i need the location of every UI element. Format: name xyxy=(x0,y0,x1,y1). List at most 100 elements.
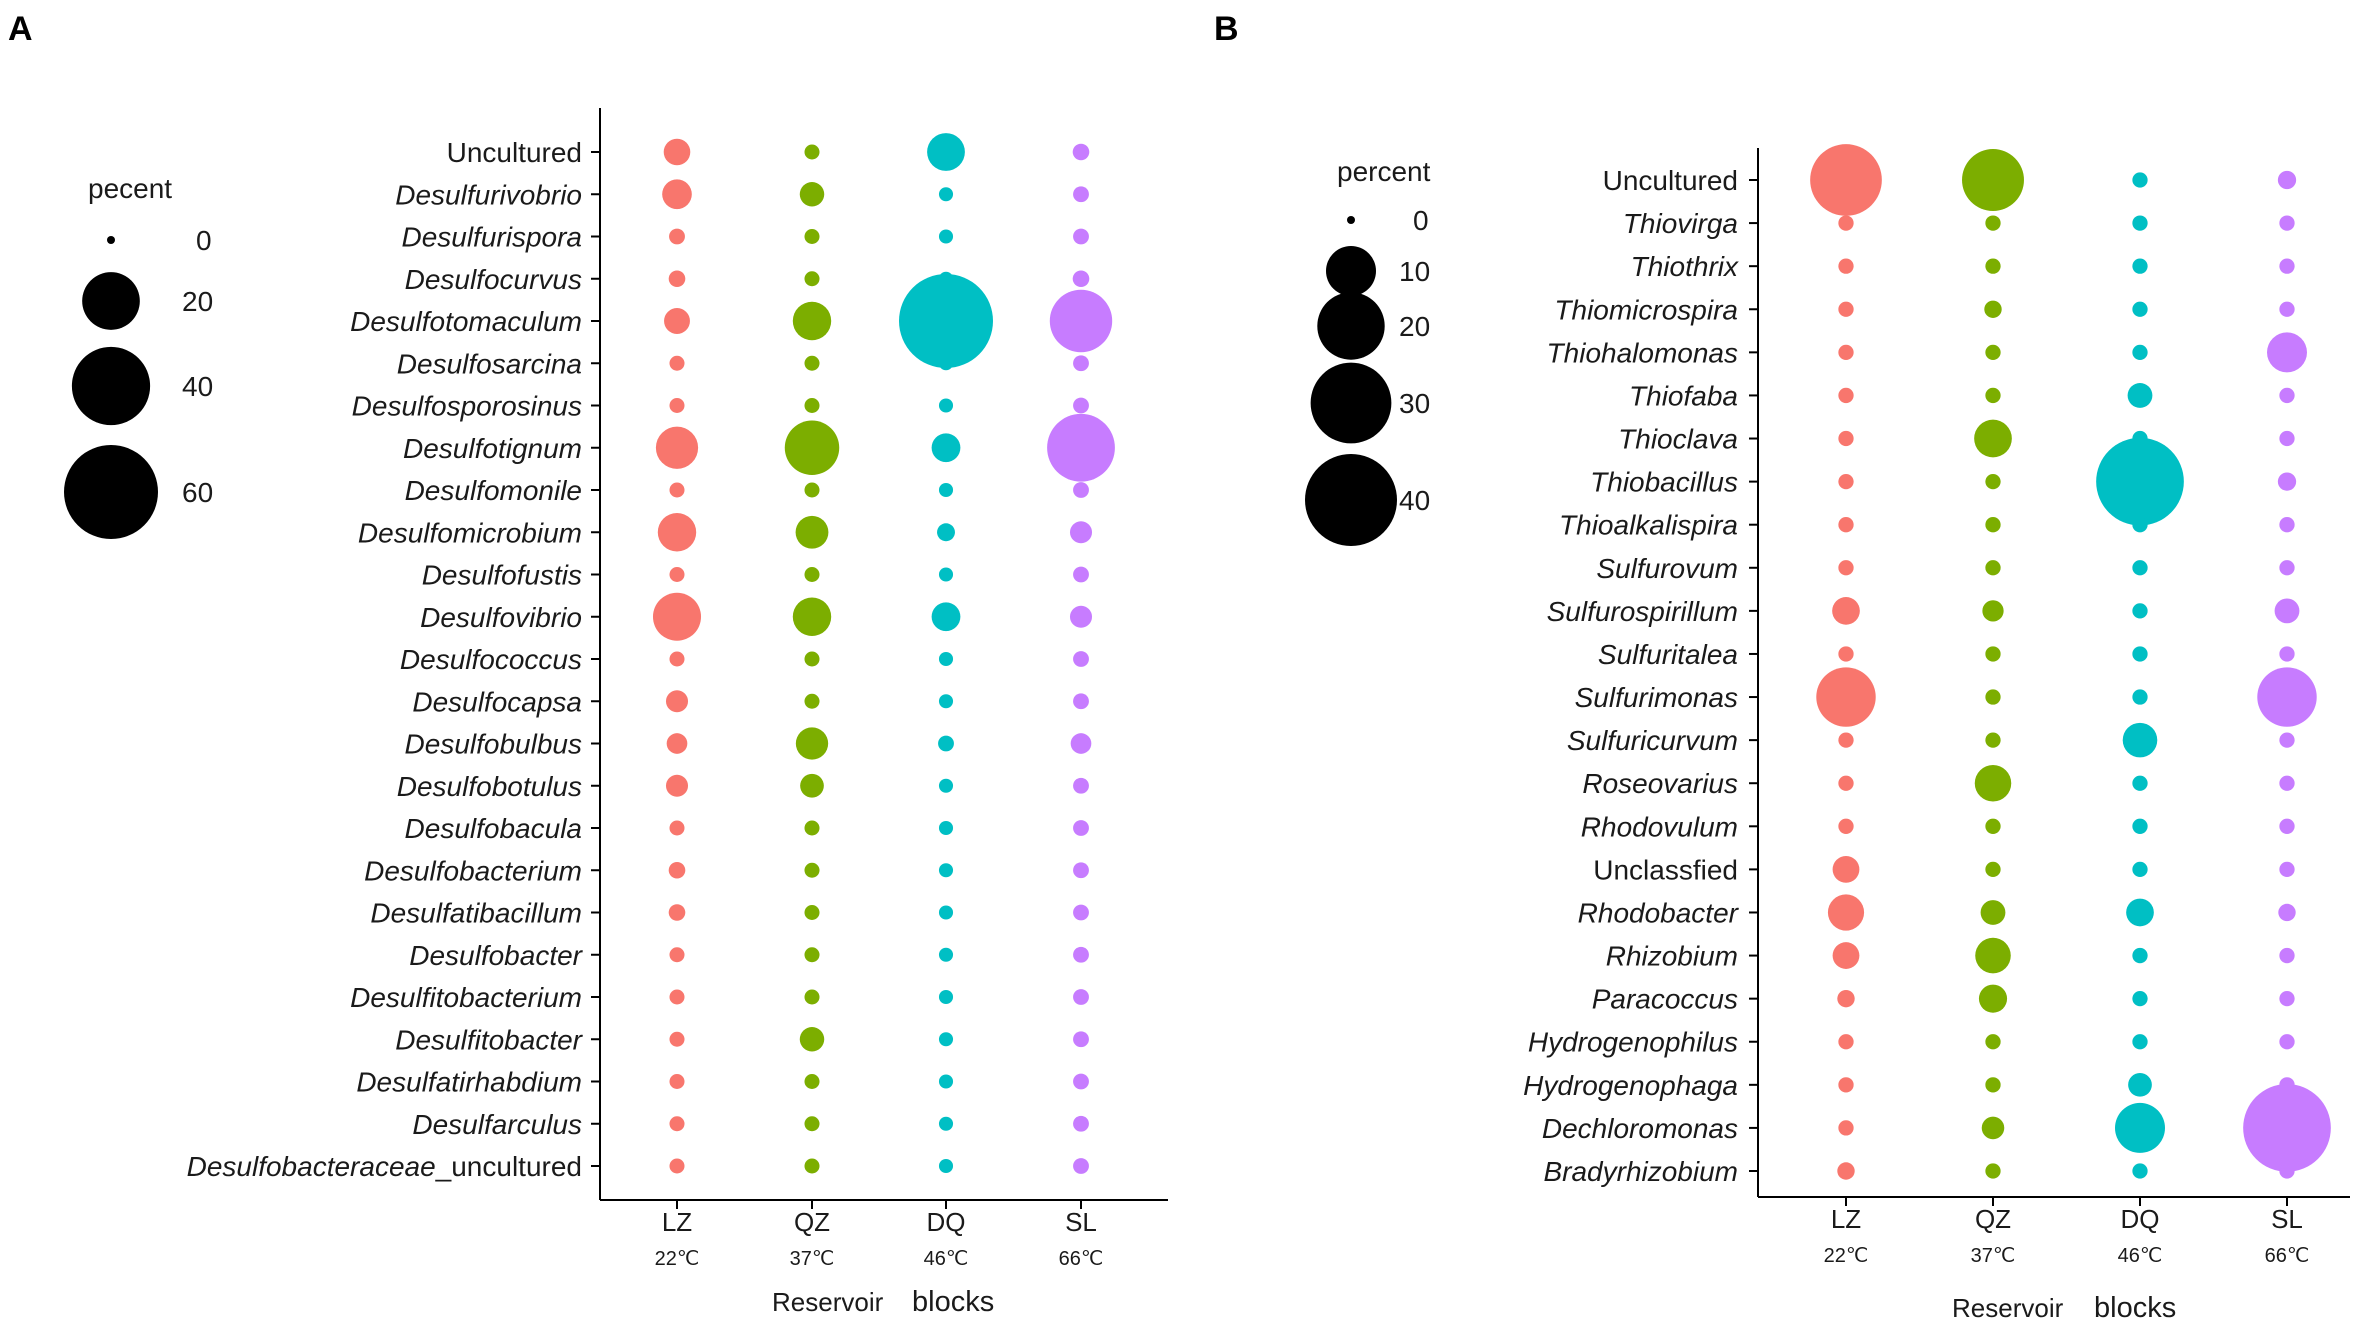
y-tick-label-main: Rhizobium xyxy=(1606,941,1738,972)
bubble-lz xyxy=(1838,1120,1854,1136)
bubble-qz xyxy=(804,904,820,921)
bubble-lz xyxy=(664,308,690,334)
y-tick-label: Desulfotignum xyxy=(403,433,582,464)
legend-circle-a-0 xyxy=(107,236,115,244)
y-tick-label: Sulfurimonas xyxy=(1575,682,1738,713)
bubble-qz xyxy=(1985,344,2001,360)
bubble-dq xyxy=(938,651,954,667)
bubble-lz xyxy=(1838,517,1854,533)
y-tick-label: Desulfofustis xyxy=(422,560,582,591)
bubble-lz xyxy=(669,1116,685,1132)
x-axis-label-a-part2: blocks xyxy=(912,1286,994,1318)
bubble-dq xyxy=(2115,1102,2165,1153)
bubble-dq xyxy=(938,694,954,709)
x-tick-label: QZ xyxy=(794,1207,830,1237)
y-tick-label: Rhodovulum xyxy=(1581,811,1738,842)
y-tick-label: Desulfocapsa xyxy=(412,686,582,717)
bubble-dq xyxy=(2132,689,2148,705)
bubble-sl xyxy=(1073,777,1089,794)
y-tick-label-main: Dechloromonas xyxy=(1542,1113,1738,1144)
bubble-qz xyxy=(1981,1116,2005,1140)
y-tick-label: Thiothrix xyxy=(1631,251,1739,282)
y-tick-label: Desulfurispora xyxy=(401,222,582,253)
y-axis-ticks-a: Uncultured Desulfurivobrio Desulfurispora D… xyxy=(187,137,600,1182)
bubble-qz xyxy=(804,144,820,160)
bubble-lz xyxy=(1838,387,1854,404)
bubble-qz xyxy=(1974,419,2012,458)
bubble-sl xyxy=(2279,387,2295,404)
bubble-dq xyxy=(2132,301,2148,317)
bubble-lz xyxy=(669,989,685,1005)
bubble-dq xyxy=(938,398,954,413)
bubble-lz xyxy=(669,397,685,414)
bubble-qz xyxy=(804,651,820,667)
bubble-sl xyxy=(2279,1034,2295,1050)
bubble-sl xyxy=(2279,775,2295,791)
bubble-lz xyxy=(1838,430,1854,447)
y-tick-label-main: Desulfovibrio xyxy=(420,602,582,633)
legend-label-b-2: 20 xyxy=(1399,311,1430,342)
bubble-sl xyxy=(2279,1163,2295,1179)
panel-letter-a: A xyxy=(8,10,33,48)
bubble-qz xyxy=(804,397,820,414)
bubble-qz xyxy=(1985,387,2001,404)
legend-circle-a-1 xyxy=(82,272,140,330)
y-tick-label: Thioclava xyxy=(1618,424,1738,455)
legend-circle-b-1 xyxy=(1326,246,1376,296)
bubble-sl xyxy=(1070,733,1092,754)
y-tick-label: Desulfosporosinus xyxy=(352,391,582,422)
y-tick-label-main: Hydrogenophaga xyxy=(1523,1070,1738,1101)
y-tick-label-main: Desulfocapsa xyxy=(412,686,582,717)
bubble-lz xyxy=(1838,732,1854,748)
bubble-lz xyxy=(669,1158,685,1174)
bubble-sl xyxy=(1073,228,1089,245)
y-tick-label-main: Desulfomonile xyxy=(405,475,582,506)
x-tick-label: LZ xyxy=(662,1207,692,1237)
x-axis-label-a-part1: Reservoir xyxy=(772,1287,884,1317)
y-tick-label: Desulfitobacterium xyxy=(350,982,582,1013)
legend-circle-a-2 xyxy=(71,346,151,426)
bubble-dq xyxy=(2132,947,2148,964)
bubble-lz xyxy=(1838,301,1854,317)
x-tick-label: SL xyxy=(1065,1207,1097,1237)
y-tick-label: Desulfobacterium xyxy=(364,855,582,886)
bubble-sl xyxy=(1049,289,1113,353)
y-tick-label-main: Desulfitobacterium xyxy=(350,982,582,1013)
bubble-qz xyxy=(1985,732,2001,748)
bubble-lz xyxy=(655,426,699,469)
bubble-dq xyxy=(2132,517,2148,533)
y-tick-label: Uncultured xyxy=(447,137,582,168)
y-tick-label-main: Desulfatirhabdium xyxy=(356,1067,582,1098)
y-tick-label-main: Thiofaba xyxy=(1629,380,1738,411)
legend-circle-b-2 xyxy=(1317,292,1385,360)
y-tick-label-main: Desulfurispora xyxy=(401,222,582,253)
bubble-lz xyxy=(1810,144,1882,216)
bubble-dq xyxy=(938,1074,954,1089)
bubble-sl xyxy=(2279,517,2295,533)
bubble-lz xyxy=(652,592,702,641)
bubble-sl xyxy=(2279,732,2295,748)
bubble-dq xyxy=(927,133,965,171)
bubble-sl xyxy=(2277,472,2297,491)
bubble-sl xyxy=(2279,301,2295,317)
bubble-lz xyxy=(1838,1034,1854,1050)
bubble-sl xyxy=(2279,646,2295,662)
bubble-qz xyxy=(804,693,820,709)
bubble-sl xyxy=(1072,143,1090,161)
y-tick-label-main: Rhodovulum xyxy=(1581,811,1738,842)
bubble-qz xyxy=(804,1158,820,1174)
legend-label-b-1: 10 xyxy=(1399,256,1430,287)
bubble-sl xyxy=(1073,1031,1089,1048)
bubble-dq xyxy=(938,567,954,582)
bubble-marks-a xyxy=(652,133,1115,1174)
legend-label-a-1: 20 xyxy=(182,286,213,317)
bubble-dq xyxy=(2132,344,2148,360)
bubble-sl xyxy=(2257,667,2317,727)
bubble-dq xyxy=(938,820,954,836)
y-tick-label: Desulfobulbus xyxy=(405,729,582,760)
y-tick-label-main: Sulfurovum xyxy=(1596,553,1738,584)
bubble-sl xyxy=(1073,693,1089,710)
y-tick-label: Desulfocurvus xyxy=(405,264,582,295)
bubble-lz xyxy=(665,690,689,713)
